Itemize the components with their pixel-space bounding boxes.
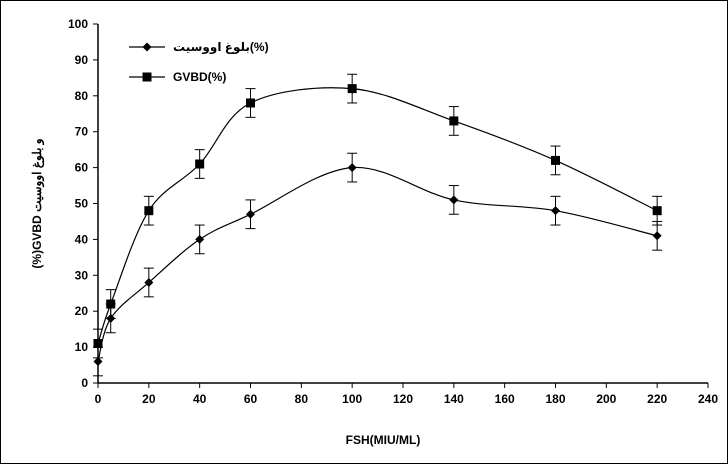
data-point — [195, 234, 205, 244]
x-tick-label: 220 — [647, 392, 667, 406]
series-maturation — [93, 152, 663, 377]
x-tick-label: 180 — [545, 392, 565, 406]
x-tick-label: 80 — [295, 392, 309, 406]
legend-marker — [142, 72, 152, 82]
x-axis-title: FSH(MIU/ML) — [346, 433, 421, 447]
x-tick-label: 200 — [596, 392, 616, 406]
data-point — [551, 206, 560, 216]
x-tick-label: 60 — [244, 392, 258, 406]
data-point — [449, 195, 459, 205]
data-point — [144, 206, 154, 216]
series-line — [97, 87, 658, 344]
x-tick-label: 40 — [193, 392, 207, 406]
y-tick-label: 0 — [81, 376, 88, 390]
data-point — [246, 209, 255, 219]
x-tick-label: 100 — [342, 392, 362, 406]
series-line — [97, 166, 658, 362]
y-tick-label: 30 — [75, 268, 89, 282]
data-point — [347, 84, 357, 94]
y-tick-label: 70 — [75, 125, 89, 139]
data-point — [347, 163, 357, 173]
data-point — [195, 159, 205, 169]
y-tick-label: 50 — [75, 197, 89, 211]
legend-label: GVBD(%) — [173, 70, 226, 84]
data-point — [144, 277, 154, 287]
y-axis-title: (%)GVBD و بلوغ اووسيت — [30, 138, 45, 268]
data-point — [106, 299, 116, 309]
y-tick-label: 40 — [75, 232, 89, 246]
x-tick-label: 0 — [95, 392, 102, 406]
y-tick-label: 100 — [68, 17, 88, 31]
x-axis-ticks: 0 20 40 60 80 100 120 140 160 180 200 220 240 — [95, 383, 718, 406]
y-tick-label: 60 — [75, 161, 89, 175]
data-point — [652, 231, 662, 241]
y-axis-ticks: 0 10 20 30 40 50 60 70 80 90 100 — [68, 17, 98, 390]
series-layer — [93, 73, 663, 377]
data-point — [652, 206, 662, 216]
x-tick-label: 20 — [142, 392, 156, 406]
data-point — [93, 356, 103, 366]
x-tick-label: 120 — [393, 392, 413, 406]
y-tick-label: 90 — [75, 53, 89, 67]
x-tick-label: 240 — [698, 392, 718, 406]
data-point — [551, 155, 560, 165]
legend-label: بلوغ اووسيت(%) — [173, 40, 269, 55]
y-tick-label: 80 — [75, 89, 89, 103]
legend-marker — [142, 42, 152, 52]
y-tick-label: 20 — [75, 304, 89, 318]
x-tick-label: 160 — [495, 392, 515, 406]
data-point — [93, 339, 103, 349]
legend: بلوغ اووسيت(%) GVBD(%) — [129, 40, 269, 84]
x-tick-label: 140 — [444, 392, 464, 406]
data-point — [246, 98, 255, 108]
series-gvbd — [93, 73, 663, 359]
y-tick-label: 10 — [75, 340, 89, 354]
data-point — [449, 116, 459, 126]
